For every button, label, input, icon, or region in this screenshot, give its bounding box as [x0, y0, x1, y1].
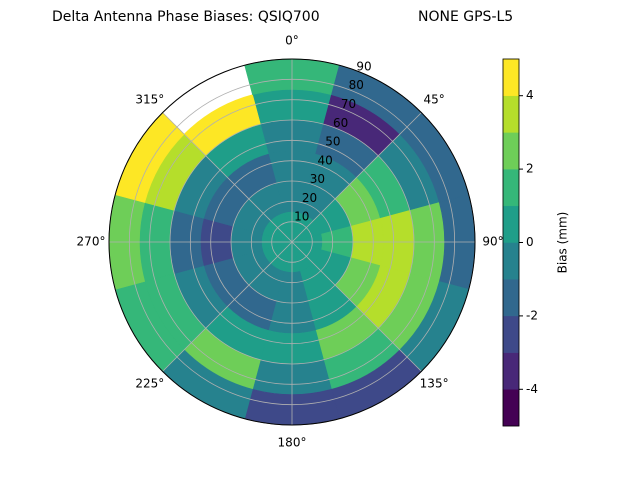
theta-tick-label: 45°	[423, 92, 444, 106]
theta-tick-label: 0°	[285, 34, 299, 48]
theta-tick-label: 270°	[77, 235, 106, 249]
r-tick-label: 20	[302, 191, 317, 205]
colorbar-band	[502, 242, 520, 280]
r-tick-label: 60	[333, 116, 348, 130]
r-tick-label: 30	[310, 172, 325, 186]
grid-spoke	[162, 112, 293, 243]
grid-spoke	[162, 241, 293, 372]
colorbar-band	[502, 95, 520, 133]
colorbar-tick-label: -4	[526, 382, 538, 396]
colorbar-tick-label: 2	[526, 162, 534, 176]
r-tick-label: 10	[294, 210, 309, 224]
chart-title: Delta Antenna Phase Biases: QSIQ700	[52, 9, 320, 25]
colorbar-band	[502, 132, 520, 170]
r-tick-label: 50	[325, 135, 340, 149]
r-tick-label: 80	[349, 78, 364, 92]
colorbar-tick-label: 4	[526, 88, 534, 102]
colorbar-band	[502, 168, 520, 207]
colorbar-tick-label: 0	[526, 235, 534, 249]
theta-tick-label: 135°	[420, 377, 449, 391]
theta-tick-label: 315°	[135, 92, 164, 106]
colorbar-tick-label: -2	[526, 308, 538, 322]
polar-frame	[108, 58, 476, 426]
theta-tick-label: 90°	[482, 235, 503, 249]
theta-tick-label: 225°	[135, 377, 164, 391]
r-tick-label: 40	[317, 153, 332, 167]
chart-subtitle: NONE GPS-L5	[418, 9, 513, 25]
theta-tick-label: 180°	[278, 436, 307, 450]
r-tick-label: 70	[341, 97, 356, 111]
colorbar-band	[502, 315, 520, 353]
colorbar-band	[502, 58, 520, 96]
colorbar-band	[502, 278, 520, 317]
colorbar-label: Bias (mm)	[556, 212, 570, 274]
grid-spoke	[291, 241, 422, 372]
colorbar-band	[502, 352, 520, 390]
colorbar-band	[502, 389, 520, 427]
colorbar-band	[502, 205, 520, 243]
r-tick-label: 90	[356, 59, 371, 73]
grid-spoke	[291, 112, 422, 243]
